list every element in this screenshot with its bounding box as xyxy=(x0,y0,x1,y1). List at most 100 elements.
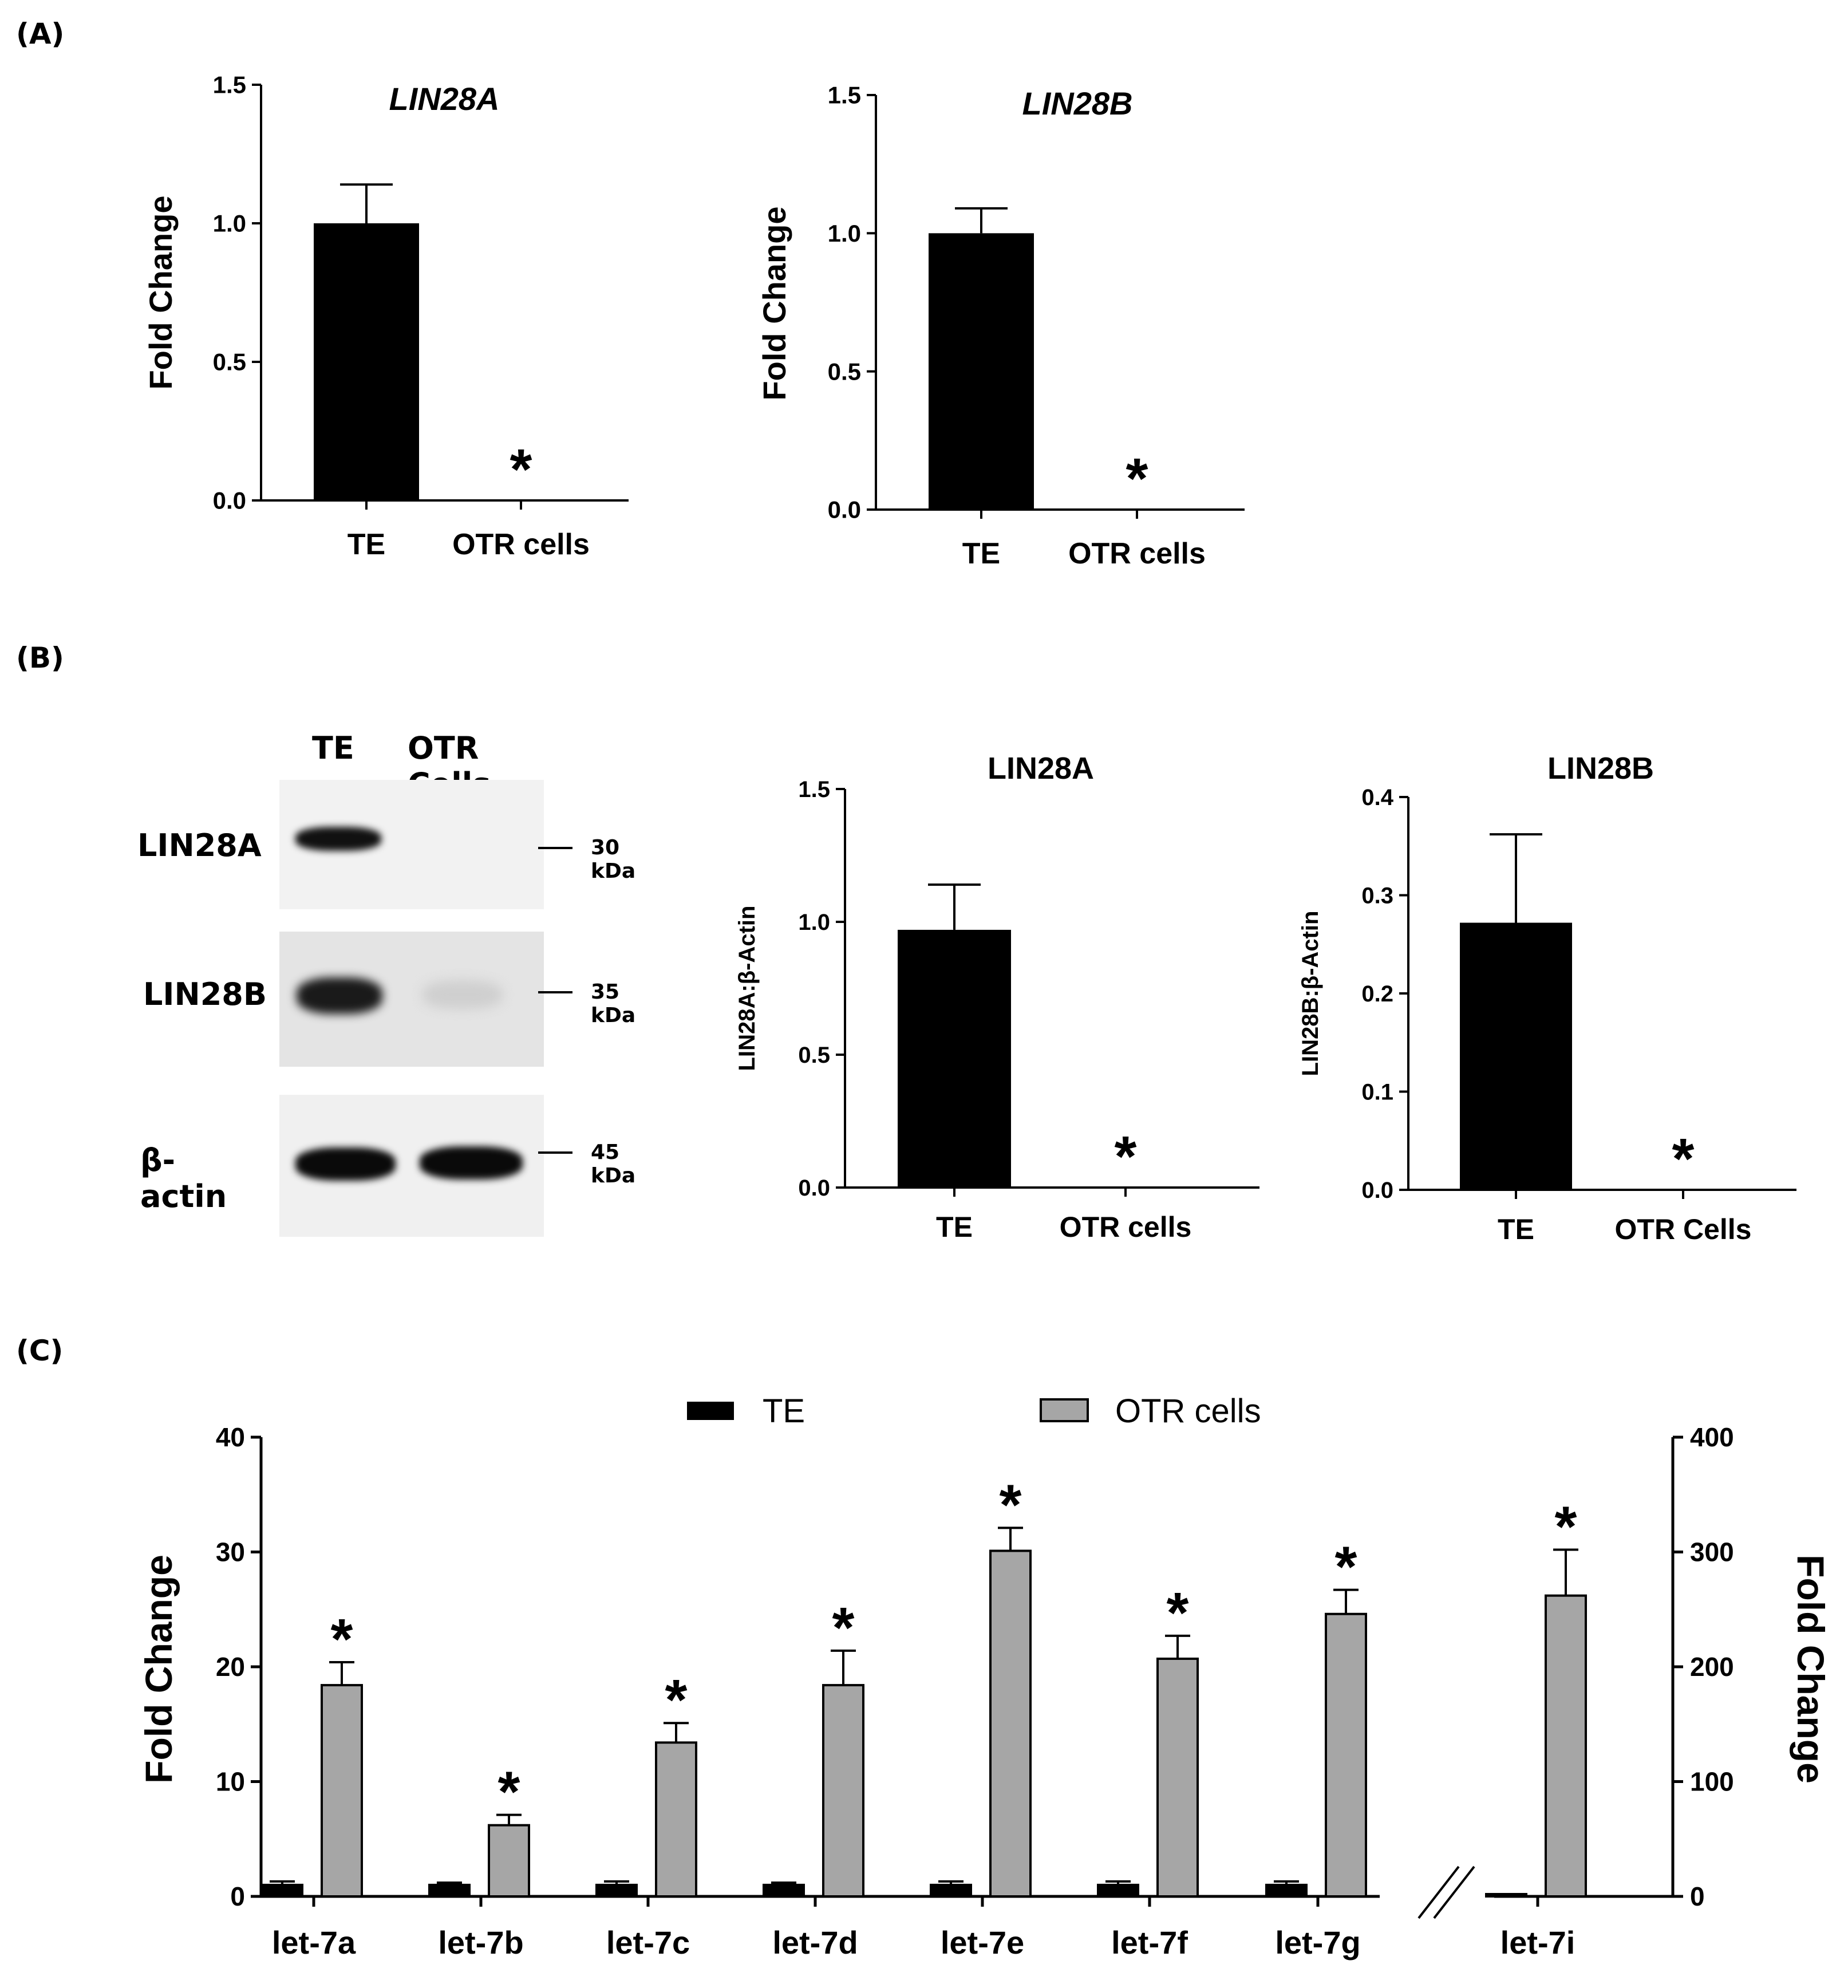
chart-c-bar-let-7c-otr xyxy=(655,1741,697,1898)
chart-c-xtick-label-let-7i: let-7i xyxy=(1500,1924,1575,1961)
chart-c-bar-let-7i-te xyxy=(1485,1893,1527,1898)
chart-a2-xtick-label: TE xyxy=(962,537,1000,570)
blot-marker-45 xyxy=(538,1151,572,1154)
chart-c-star-let-7e: * xyxy=(1000,1473,1022,1537)
chart-c-bar-let-7e-otr xyxy=(989,1549,1032,1898)
blot-lane-te: TE xyxy=(312,730,354,766)
chart-c-bar-let-7d-otr xyxy=(822,1684,864,1898)
chart-a1-ytick-label: 1.0 xyxy=(213,210,246,237)
legend-swatch-te xyxy=(687,1402,734,1420)
chart-c-right-tick-label: 400 xyxy=(1690,1422,1734,1452)
chart-a2-ylabel: Fold Change xyxy=(756,206,792,400)
chart-c-left-tick-label: 10 xyxy=(216,1767,245,1797)
chart-b1-xtick-label: OTR cells xyxy=(1060,1211,1192,1243)
panel-label-b: (B) xyxy=(16,641,64,674)
chart-a1-xtick-label: OTR cells xyxy=(452,528,590,561)
chart-c-bar-let-7i-otr xyxy=(1545,1594,1587,1898)
chart-c-left-tick-label: 0 xyxy=(230,1882,245,1911)
chart-b1-bar-0 xyxy=(898,929,1011,1188)
chart-c-right-tick-label: 300 xyxy=(1690,1537,1734,1567)
chart-c-star-let-7c: * xyxy=(665,1668,688,1732)
chart-b2-ytick-label: 0.4 xyxy=(1361,785,1393,810)
chart-c-bar-let-7f-otr xyxy=(1156,1657,1199,1898)
blot-strip-lin28a xyxy=(279,780,544,909)
chart-c-star-let-7d: * xyxy=(832,1596,855,1660)
blot-label-lin28b: LIN28B xyxy=(143,976,267,1012)
chart-b2-xtick-label: OTR Cells xyxy=(1615,1213,1752,1245)
chart-c-xtick-label-let-7g: let-7g xyxy=(1275,1924,1360,1961)
chart-b2-star-1: * xyxy=(1672,1127,1695,1191)
chart-c-xtick-label-let-7b: let-7b xyxy=(438,1924,523,1961)
chart-c-star-let-7i: * xyxy=(1555,1494,1577,1559)
chart-a2-bar-0 xyxy=(929,233,1034,510)
chart-c-bar-let-7e-te xyxy=(930,1883,972,1898)
chart-c-bar-let-7a-te xyxy=(261,1883,303,1898)
chart-b1-ytick-label: 1.5 xyxy=(798,777,830,802)
chart-c-bar-let-7b-otr xyxy=(488,1824,530,1898)
chart-b1-ylabel: LIN28A:β-Actin xyxy=(735,906,760,1071)
blot-kda-30: 30 kDa xyxy=(591,836,636,883)
blot-marker-35 xyxy=(538,991,572,993)
chart-c-axis-break-2 xyxy=(1433,1865,1475,1919)
chart-c-xtick-label-let-7d: let-7d xyxy=(772,1924,858,1961)
chart-b2-ylabel: LIN28B:β-Actin xyxy=(1298,911,1323,1076)
chart-a2-star-1: * xyxy=(1126,447,1148,511)
chart-c-bar-let-7f-te xyxy=(1097,1883,1139,1898)
blot-strip-actin xyxy=(279,1095,544,1237)
chart-b2-ytick-label: 0.1 xyxy=(1361,1080,1393,1105)
chart-c-left-tick-label: 30 xyxy=(216,1537,245,1567)
chart-c-right-tick-label: 200 xyxy=(1690,1652,1734,1682)
chart-b2-xtick-label: TE xyxy=(1498,1213,1534,1245)
chart-b2-ytick-label: 0.2 xyxy=(1361,981,1393,1007)
legend-swatch-otr xyxy=(1040,1398,1089,1422)
chart-a1-star-1: * xyxy=(510,437,532,502)
chart-c-star-let-7a: * xyxy=(331,1607,353,1671)
chart-c-right-ylabel: Fold Change xyxy=(1790,1555,1832,1784)
band-lin28a-te xyxy=(295,827,381,851)
chart-b2-ytick-label: 0.0 xyxy=(1361,1178,1393,1203)
chart-c-star-let-7b: * xyxy=(498,1760,520,1824)
chart-a1-title: LIN28A xyxy=(389,81,500,117)
chart-c-bar-let-7d-te xyxy=(763,1883,805,1898)
blot-kda-35: 35 kDa xyxy=(591,980,636,1027)
band-lin28b-te xyxy=(297,977,382,1014)
chart-b1-title: LIN28A xyxy=(988,751,1094,786)
blot-marker-30 xyxy=(538,847,572,849)
chart-b1-xtick-label: TE xyxy=(936,1211,973,1243)
chart-a2-title: LIN28B xyxy=(1022,85,1133,121)
band-lin28b-otr xyxy=(422,980,503,1009)
chart-b2-ytick-label: 0.3 xyxy=(1361,883,1393,909)
chart-b2-bar-0 xyxy=(1460,922,1572,1190)
chart-a2-ytick-label: 0.5 xyxy=(828,358,861,385)
chart-c-xtick-label-let-7c: let-7c xyxy=(606,1924,690,1961)
blot-strip-lin28b xyxy=(279,932,544,1067)
chart-b1-star-1: * xyxy=(1115,1125,1137,1189)
chart-c-xtick-label-let-7f: let-7f xyxy=(1111,1924,1188,1961)
chart-c-bar-let-7b-te xyxy=(428,1883,471,1898)
chart-a2-ytick-label: 1.0 xyxy=(828,220,861,247)
chart-c-right-tick-label: 100 xyxy=(1690,1767,1734,1797)
chart-a1-bar-0 xyxy=(314,223,419,500)
blot-label-lin28a: LIN28A xyxy=(137,827,262,863)
chart-a2-ytick-label: 0.0 xyxy=(828,496,861,523)
chart-c-bar-let-7a-otr xyxy=(321,1684,363,1898)
chart-c-star-let-7g: * xyxy=(1335,1535,1357,1599)
chart-a1-ytick-label: 1.5 xyxy=(213,72,246,98)
panel-label-c: (C) xyxy=(16,1334,64,1367)
panel-label-a: (A) xyxy=(16,17,65,50)
chart-b1-ytick-label: 1.0 xyxy=(798,910,830,935)
chart-c-bar-let-7c-te xyxy=(595,1883,638,1898)
chart-a2-ytick-label: 1.5 xyxy=(828,82,861,109)
chart-a1-ylabel: Fold Change xyxy=(143,195,179,389)
chart-a2-xtick-label: OTR cells xyxy=(1068,537,1206,570)
chart-b1-ytick-label: 0.0 xyxy=(798,1176,830,1201)
chart-b1-ytick-label: 0.5 xyxy=(798,1043,830,1068)
chart-a1-ytick-label: 0.0 xyxy=(213,487,246,514)
band-actin-otr xyxy=(420,1146,523,1180)
chart-b2-title: LIN28B xyxy=(1547,751,1654,786)
chart-c-xtick-label-let-7e: let-7e xyxy=(941,1924,1024,1961)
band-actin-te xyxy=(295,1147,396,1181)
chart-a1-xtick-label: TE xyxy=(348,528,385,561)
chart-a1-ytick-label: 0.5 xyxy=(213,349,246,376)
